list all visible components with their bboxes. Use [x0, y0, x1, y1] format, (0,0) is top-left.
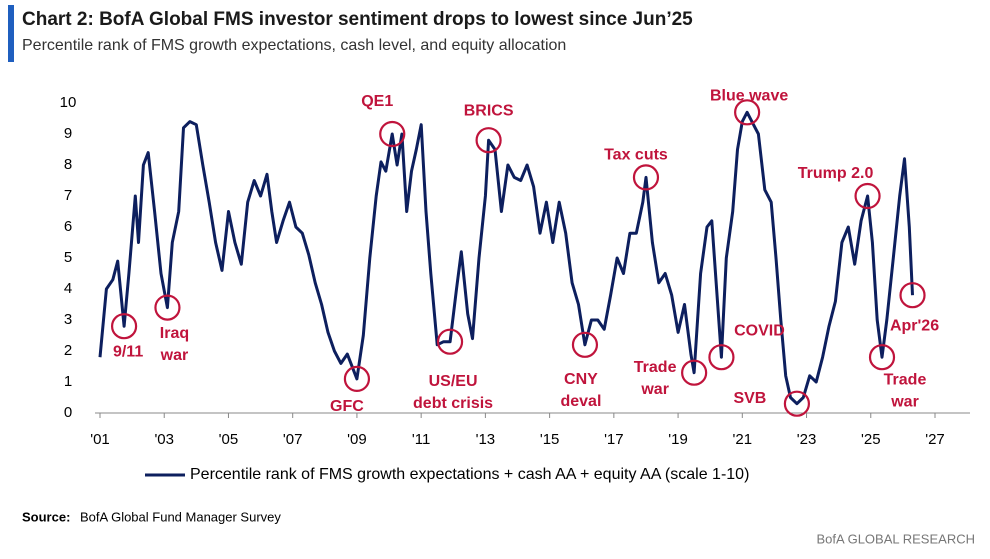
- x-tick-label: '23: [797, 431, 817, 448]
- x-tick-label: '17: [604, 431, 624, 448]
- source: BofA Global Fund Manager Survey: [80, 509, 281, 524]
- y-tick-label: 7: [64, 187, 72, 204]
- annotation-label: BRICS: [464, 102, 514, 119]
- annotation-circle: [734, 99, 761, 126]
- annotation-circle: [343, 365, 371, 392]
- y-tick-label: 10: [60, 94, 77, 111]
- annotation-label: Iraq: [160, 325, 189, 342]
- x-tick-label: '11: [412, 431, 430, 448]
- x-tick-label: '07: [283, 431, 303, 448]
- annotation-circle: [436, 328, 464, 355]
- y-tick-label: 1: [64, 373, 72, 390]
- y-tick-label: 2: [64, 342, 72, 359]
- annotation-circle: [681, 359, 708, 386]
- legend-label: Percentile rank of FMS growth expectatio…: [190, 466, 749, 483]
- annotation-circle: [379, 120, 406, 148]
- annotation-circle: [854, 182, 881, 210]
- x-tick-label: '09: [347, 431, 367, 448]
- annotation-label: Trade: [634, 359, 677, 376]
- annotation-label: COVID: [734, 322, 785, 339]
- x-tick-label: '01: [90, 431, 110, 448]
- y-tick-label: 0: [64, 404, 72, 421]
- annotation-circle: [475, 127, 502, 154]
- annotation-label: SVB: [733, 390, 766, 407]
- annotation-label: Trump 2.0: [798, 165, 874, 182]
- x-tick-label: '05: [219, 431, 239, 448]
- x-tick-label: '15: [540, 431, 560, 448]
- y-tick-label: 3: [64, 311, 72, 328]
- annotation-label: Blue wave: [710, 88, 788, 105]
- annotation-label: war: [640, 381, 669, 398]
- title-bar: [8, 5, 14, 62]
- x-tick-label: '13: [476, 431, 496, 448]
- annotation-label: Apr'26: [890, 317, 939, 334]
- annotation-label: deval: [560, 393, 601, 410]
- annotation-label: Tax cuts: [604, 147, 668, 164]
- x-tick-label: '25: [861, 431, 881, 448]
- x-tick-label: '19: [668, 431, 688, 448]
- annotation-label: war: [160, 347, 189, 364]
- chart-subtitle: Percentile rank of FMS growth expectatio…: [22, 37, 566, 54]
- x-tick-label: '27: [925, 431, 945, 448]
- annotation-label: GFC: [330, 398, 364, 415]
- source-label: Source:: [22, 509, 70, 524]
- annotation-label: war: [890, 393, 919, 410]
- x-tick-label: '03: [154, 431, 174, 448]
- annotation-label: Trade: [884, 371, 927, 388]
- y-tick-label: 8: [64, 156, 72, 173]
- annotation-circle: [154, 294, 181, 321]
- annotation-label: 9/11: [113, 343, 143, 360]
- y-tick-label: 9: [64, 125, 72, 142]
- annotation-label: debt crisis: [413, 395, 493, 412]
- annotation-label: CNY: [564, 371, 598, 388]
- y-tick-label: 6: [64, 218, 72, 235]
- annotation-circle: [571, 331, 599, 358]
- annotation-circle: [868, 344, 896, 371]
- annotation-label: QE1: [361, 93, 393, 110]
- x-tick-label: '21: [733, 431, 753, 448]
- footer: BofA GLOBAL RESEARCH: [817, 531, 975, 546]
- annotation-circle: [783, 390, 811, 417]
- y-tick-label: 5: [64, 249, 72, 266]
- series-line: [98, 110, 914, 406]
- annotation-circle: [899, 282, 926, 309]
- annotation-label: US/EU: [429, 373, 478, 390]
- chart-title: Chart 2: BofA Global FMS investor sentim…: [22, 9, 693, 30]
- annotation-circle: [708, 344, 735, 371]
- annotation-circle: [110, 313, 138, 340]
- y-tick-label: 4: [64, 280, 72, 297]
- annotation-circle: [632, 164, 660, 191]
